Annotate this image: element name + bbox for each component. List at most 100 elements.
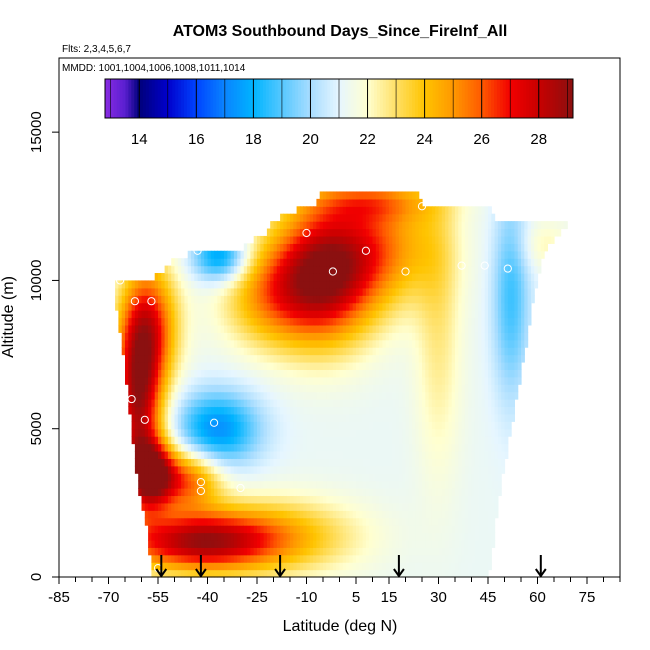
heatmap-cell — [154, 310, 159, 319]
heatmap-cell — [296, 458, 301, 467]
heatmap-cell — [422, 465, 426, 474]
heatmap-cell — [191, 443, 195, 452]
heatmap-cell — [398, 480, 403, 489]
heatmap-cell — [181, 450, 185, 459]
heatmap-cell — [276, 361, 281, 370]
heatmap-cell — [240, 413, 245, 422]
heatmap-cell — [474, 354, 479, 363]
heatmap-cell — [148, 324, 152, 333]
heatmap-cell — [171, 450, 176, 459]
heatmap-cell — [257, 465, 261, 474]
heatmap-cell — [263, 258, 268, 267]
heatmap-cell — [323, 250, 327, 259]
heatmap-cell — [385, 495, 390, 504]
heatmap-cell — [184, 339, 189, 348]
heatmap-cell — [276, 287, 281, 296]
heatmap-cell — [395, 495, 400, 504]
heatmap-cell — [299, 287, 304, 296]
heatmap-cell — [319, 295, 324, 304]
heatmap-cell — [266, 280, 271, 289]
heatmap-cell — [392, 206, 397, 215]
heatmap-cell — [412, 421, 416, 430]
heatmap-cell — [263, 428, 268, 437]
heatmap-cell — [154, 399, 159, 408]
heatmap-cell — [405, 228, 410, 237]
heatmap-cell — [342, 428, 347, 437]
heatmap-cell — [243, 539, 248, 548]
heatmap-cell — [191, 295, 195, 304]
heatmap-cell — [266, 532, 271, 541]
heatmap-cell — [438, 458, 443, 467]
heatmap-cell — [293, 258, 298, 267]
heatmap-cell — [359, 539, 364, 548]
heatmap-cell — [187, 295, 192, 304]
heatmap-cell — [382, 443, 387, 452]
heatmap-cell — [253, 369, 258, 378]
heatmap-cell — [356, 295, 360, 304]
heatmap-cell — [224, 510, 228, 519]
heatmap-cell — [224, 569, 228, 578]
heatmap-cell — [171, 332, 176, 341]
heatmap-cell — [230, 450, 235, 459]
heatmap-cell — [283, 510, 288, 519]
heatmap-cell — [445, 302, 449, 311]
heatmap-cell — [141, 332, 146, 341]
heatmap-cell — [458, 488, 463, 497]
heatmap-cell — [339, 273, 344, 282]
heatmap-cell — [207, 517, 212, 526]
heatmap-cell — [352, 554, 357, 563]
heatmap-cell — [313, 369, 317, 378]
heatmap-cell — [405, 495, 410, 504]
heatmap-cell — [247, 480, 251, 489]
heatmap-cell — [270, 376, 275, 385]
heatmap-cell — [204, 258, 209, 267]
heatmap-cell — [448, 502, 453, 511]
heatmap-cell — [276, 554, 281, 563]
heatmap-cell — [306, 339, 311, 348]
heatmap-cell — [257, 310, 261, 319]
heatmap-cell — [134, 436, 139, 445]
heatmap-cell — [194, 295, 199, 304]
heatmap-cell — [243, 376, 248, 385]
heatmap-cell — [191, 361, 195, 370]
heatmap-cell — [303, 502, 308, 511]
heatmap-cell — [336, 480, 341, 489]
heatmap-cell — [369, 280, 374, 289]
heatmap-cell — [369, 273, 374, 282]
heatmap-cell — [207, 547, 212, 556]
heatmap-cell — [382, 495, 387, 504]
heatmap-cell — [210, 450, 215, 459]
heatmap-cell — [339, 361, 344, 370]
heatmap-cell — [138, 480, 143, 489]
heatmap-cell — [438, 384, 443, 393]
heatmap-cell — [144, 399, 149, 408]
heatmap-cell — [431, 532, 436, 541]
heatmap-cell — [455, 213, 459, 222]
heatmap-cell — [273, 399, 278, 408]
heatmap-cell — [181, 406, 185, 415]
heatmap-cell — [445, 391, 449, 400]
heatmap-cell — [224, 488, 228, 497]
heatmap-cell — [448, 399, 453, 408]
heatmap-cell — [412, 332, 416, 341]
heatmap-cell — [224, 324, 228, 333]
heatmap-cell — [144, 458, 149, 467]
heatmap-cell — [220, 287, 225, 296]
heatmap-cell — [392, 510, 397, 519]
heatmap-cell — [352, 547, 357, 556]
heatmap-cell — [451, 280, 456, 289]
heatmap-cell — [141, 302, 146, 311]
heatmap-cell — [200, 287, 205, 296]
heatmap-cell — [319, 369, 324, 378]
heatmap-cell — [329, 436, 334, 445]
heatmap-cell — [441, 354, 446, 363]
heatmap-cell — [336, 539, 341, 548]
heatmap-cell — [418, 354, 423, 363]
heatmap-cell — [174, 488, 179, 497]
heatmap-cell — [306, 450, 311, 459]
heatmap-cell — [260, 443, 265, 452]
heatmap-cell — [253, 361, 258, 370]
heatmap-cell — [415, 258, 420, 267]
heatmap-cell — [435, 562, 440, 571]
heatmap-cell — [375, 295, 380, 304]
